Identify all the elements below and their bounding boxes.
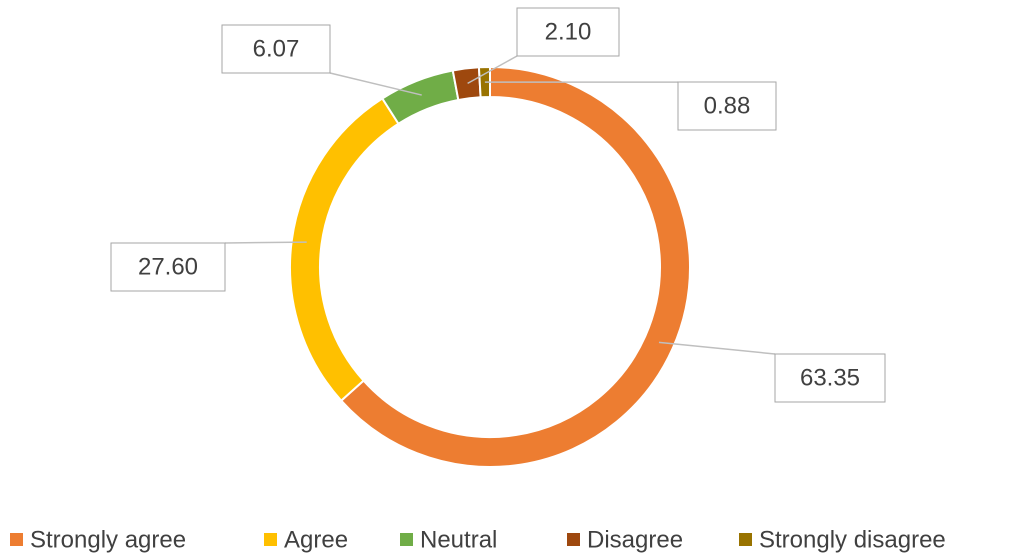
leader-line bbox=[467, 55, 518, 85]
legend-label: Agree bbox=[284, 526, 348, 553]
data-label-box bbox=[677, 81, 777, 131]
legend-swatch bbox=[400, 533, 413, 546]
data-label-box bbox=[221, 24, 331, 74]
data-label: 6.07 bbox=[253, 35, 300, 62]
donut-slice bbox=[289, 97, 400, 403]
leader-line bbox=[658, 341, 776, 355]
legend-label: Strongly agree bbox=[30, 526, 186, 553]
data-label: 2.10 bbox=[545, 18, 592, 45]
legend-swatch bbox=[10, 533, 23, 546]
legend-label: Disagree bbox=[587, 526, 683, 553]
data-label: 0.88 bbox=[704, 92, 751, 119]
leader-line bbox=[329, 72, 422, 96]
donut-slice bbox=[477, 65, 491, 99]
donut-slice bbox=[339, 65, 691, 468]
leader-line bbox=[224, 241, 307, 244]
data-label: 63.35 bbox=[800, 364, 860, 391]
legend-swatch bbox=[739, 533, 752, 546]
legend-swatch bbox=[264, 533, 277, 546]
legend-label: Neutral bbox=[420, 526, 497, 553]
legend-swatch bbox=[567, 533, 580, 546]
legend-label: Strongly disagree bbox=[759, 526, 946, 553]
data-label-box bbox=[516, 7, 620, 57]
donut-slice bbox=[451, 66, 482, 102]
data-label-box bbox=[110, 242, 226, 292]
donut-slice bbox=[380, 69, 460, 126]
data-label-box bbox=[774, 353, 886, 403]
data-label: 27.60 bbox=[138, 253, 198, 280]
